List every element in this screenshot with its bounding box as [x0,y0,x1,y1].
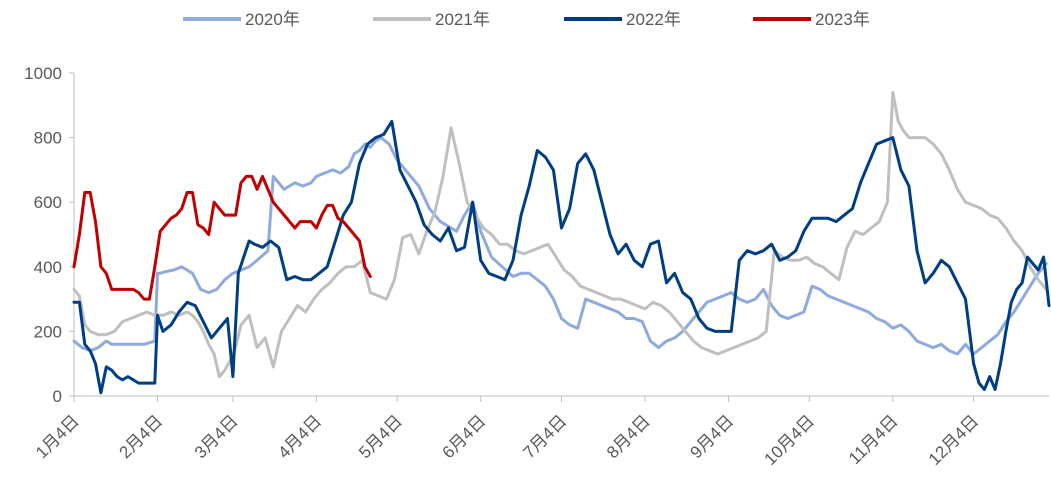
x-tick-label: 8月4日 [603,411,654,462]
x-tick-label: 10月4日 [761,411,819,469]
x-tick-label: 3月4日 [191,411,242,462]
series-line-2 [72,90,1048,379]
x-tick-label: 7月4日 [519,411,570,462]
series-line-1 [72,136,1048,356]
legend-label: 2020年 [245,10,300,29]
y-tick-label: 1000 [24,64,62,83]
y-axis: 0 200 400 600 800 1000 [24,64,75,406]
series-line-4 [72,174,372,301]
y-tick-label: 200 [34,322,62,341]
y-tick-label: 600 [34,193,62,212]
x-tick-label: 11月4日 [845,411,902,468]
legend: 2020年 2021年 2022年 2023年 [183,10,870,29]
x-tick-label: 6月4日 [439,411,490,462]
legend-label: 2021年 [435,10,490,29]
legend-item: 2023年 [753,10,870,29]
series-layer [72,90,1051,395]
legend-label: 2022年 [626,10,681,29]
y-tick-label: 400 [34,258,62,277]
x-tick-label: 5月4日 [355,411,406,462]
legend-item: 2021年 [373,10,490,29]
x-axis: 1月4日 2月4日 3月4日 4月4日 5月4日 6月4日 7月4日 8月4日 9月4日 10月4… [32,395,1049,469]
x-tick-label: 9月4日 [686,411,737,462]
series-line-3 [72,119,1051,395]
legend-label: 2023年 [815,10,870,29]
x-tick-label: 4月4日 [274,411,325,462]
x-tick-label: 12月4日 [925,411,983,469]
legend-item: 2022年 [564,10,681,29]
x-tick-label: 1月4日 [32,411,83,462]
y-tick-label: 0 [53,387,62,406]
x-tick-label: 2月4日 [115,411,166,462]
legend-item: 2020年 [183,10,300,29]
y-tick-label: 800 [34,129,62,148]
